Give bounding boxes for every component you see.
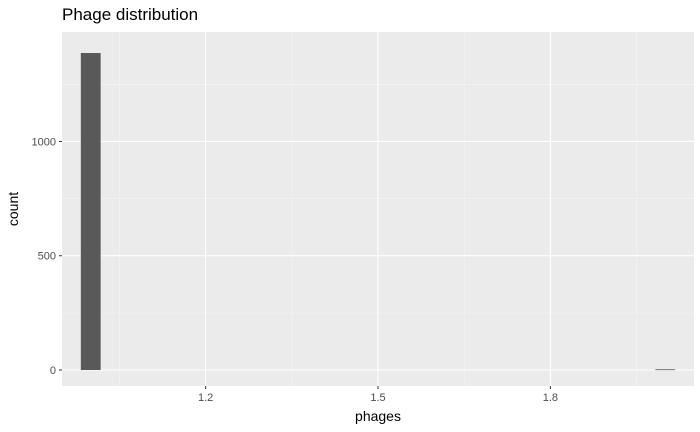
histogram-bar — [655, 369, 676, 371]
histogram-bar — [80, 53, 101, 371]
y-axis: 0 500 1000 — [32, 136, 62, 377]
x-tick-label: 1.8 — [543, 392, 558, 404]
y-tick-label: 0 — [50, 365, 56, 377]
x-axis-title: phages — [355, 408, 401, 424]
x-tick-label: 1.2 — [198, 392, 213, 404]
y-axis-title: count — [5, 192, 21, 226]
chart-title: Phage distribution — [62, 5, 198, 24]
y-tick-label: 1000 — [32, 136, 56, 148]
y-tick-label: 500 — [38, 251, 56, 263]
x-axis: 1.2 1.5 1.8 — [198, 386, 558, 404]
major-gridlines — [62, 32, 694, 386]
x-tick-label: 1.5 — [370, 392, 385, 404]
histogram-bars — [80, 53, 676, 371]
